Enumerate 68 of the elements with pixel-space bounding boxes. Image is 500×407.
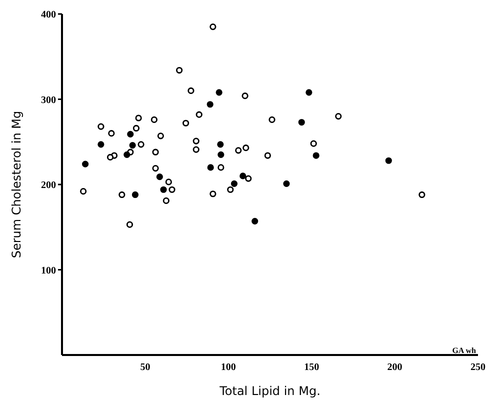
point <box>235 147 242 154</box>
point <box>210 23 216 30</box>
point <box>298 118 305 126</box>
point <box>138 141 144 148</box>
point <box>82 160 89 168</box>
point <box>245 175 252 182</box>
point <box>106 154 114 161</box>
point <box>312 152 320 159</box>
y-tick-label: 400 <box>41 10 56 21</box>
annotation: GA wh <box>452 346 476 355</box>
point <box>160 186 167 193</box>
point <box>182 120 190 126</box>
point <box>127 130 134 138</box>
point <box>126 221 134 228</box>
x-tick-label: 200 <box>387 362 402 374</box>
point <box>306 89 312 96</box>
x-tick-label: 150 <box>304 362 320 374</box>
x-axis-title: Total Lipid in Mg. <box>218 384 320 398</box>
point <box>156 174 163 180</box>
point <box>217 141 224 148</box>
point <box>152 148 159 156</box>
point <box>135 114 142 122</box>
point <box>118 191 126 198</box>
point <box>218 164 224 171</box>
y-tick-label: 200 <box>41 180 56 192</box>
point <box>283 180 290 187</box>
y-tick-label: 300 <box>41 94 56 106</box>
point <box>385 157 392 164</box>
point <box>230 180 238 187</box>
point <box>192 146 200 153</box>
point <box>418 191 426 198</box>
point <box>132 124 140 132</box>
point <box>108 130 115 137</box>
point <box>168 186 176 193</box>
point <box>242 144 250 152</box>
point <box>210 190 216 198</box>
point <box>206 101 214 108</box>
point <box>165 178 172 186</box>
point <box>162 197 170 204</box>
x-tick-label: 100 <box>220 362 236 374</box>
point <box>132 191 139 198</box>
point <box>98 123 104 130</box>
x-tick-label: 250 <box>470 362 486 374</box>
point <box>176 66 183 74</box>
point <box>98 141 104 148</box>
point <box>192 138 200 144</box>
y-axis-title: Serum Cholesterol in Mg <box>9 110 24 258</box>
point <box>240 172 246 180</box>
point <box>129 142 136 149</box>
point <box>216 89 222 96</box>
point <box>218 151 224 158</box>
x-tick-label: 50 <box>140 362 150 374</box>
point <box>268 116 276 124</box>
point <box>207 164 214 171</box>
point <box>264 152 271 159</box>
point <box>196 111 202 118</box>
point <box>242 92 248 100</box>
point <box>80 188 87 195</box>
point <box>310 140 317 147</box>
point <box>124 151 130 158</box>
point <box>335 113 342 120</box>
point <box>227 186 234 193</box>
point <box>157 132 164 140</box>
y-tick-label: 100 <box>41 265 56 276</box>
point <box>188 87 194 94</box>
point <box>152 165 159 172</box>
point <box>150 116 158 124</box>
point <box>252 218 258 224</box>
